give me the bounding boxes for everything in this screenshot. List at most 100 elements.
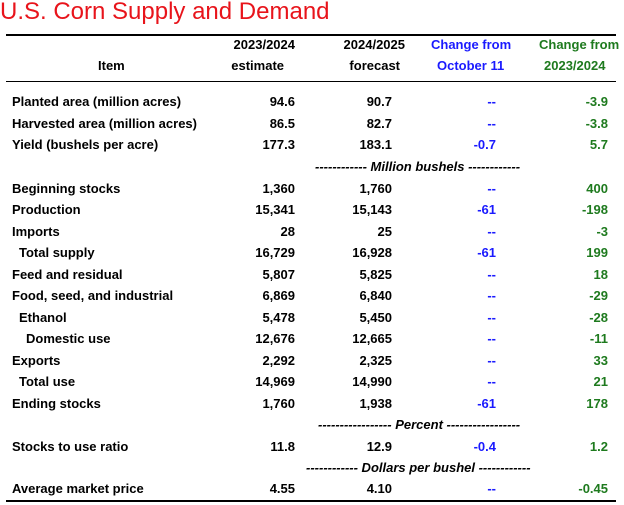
row-change-october: -- bbox=[487, 353, 496, 368]
row-change-october: -61 bbox=[477, 396, 496, 411]
row-value-2024: 82.7 bbox=[366, 116, 392, 131]
row-change-october: -- bbox=[487, 374, 496, 389]
row-item-label: Total supply bbox=[19, 245, 95, 260]
row-change-annual: -198 bbox=[581, 202, 608, 217]
row-item-label: Stocks to use ratio bbox=[12, 439, 129, 454]
row-item-label: Beginning stocks bbox=[12, 181, 121, 196]
row-value-2023: 12,676 bbox=[255, 331, 295, 346]
header-col2-line2: forecast bbox=[349, 58, 400, 73]
row-change-october: -- bbox=[487, 310, 496, 325]
row-value-2024: 90.7 bbox=[366, 94, 392, 109]
row-value-2023: 86.5 bbox=[269, 116, 295, 131]
row-value-2023: 5,478 bbox=[262, 310, 295, 325]
top-rule bbox=[6, 34, 616, 36]
table-row: Production 15,341 15,143 -61 -198 bbox=[0, 202, 624, 222]
row-change-annual: -11 bbox=[589, 331, 608, 346]
table-row: Domestic use 12,676 12,665 -- -11 bbox=[0, 331, 624, 351]
bottom-rule bbox=[6, 500, 616, 502]
row-value-2023: 5,807 bbox=[262, 267, 295, 282]
header-col2-line1: 2024/2025 bbox=[343, 37, 405, 52]
header-rule bbox=[6, 81, 616, 82]
row-change-october: -- bbox=[487, 481, 496, 496]
row-value-2024: 15,143 bbox=[352, 202, 392, 217]
table-row: Harvested area (million acres) 86.5 82.7… bbox=[0, 116, 624, 136]
row-item-label: Feed and residual bbox=[12, 267, 123, 282]
row-change-annual: 21 bbox=[593, 374, 608, 389]
row-change-annual: 178 bbox=[586, 396, 608, 411]
row-value-2024: 1,938 bbox=[359, 396, 392, 411]
table-row: Ending stocks 1,760 1,938 -61 178 bbox=[0, 396, 624, 416]
table-row: Stocks to use ratio 11.8 12.9 -0.4 1.2 bbox=[0, 439, 624, 459]
row-value-2024: 25 bbox=[377, 224, 392, 239]
row-value-2023: 16,729 bbox=[255, 245, 295, 260]
row-change-annual: -3 bbox=[596, 224, 608, 239]
header-col3-line1: Change from bbox=[431, 37, 512, 52]
header-col1-line1: 2023/2024 bbox=[233, 37, 295, 52]
row-item-label: Planted area (million acres) bbox=[12, 94, 182, 109]
row-change-october: -- bbox=[487, 288, 496, 303]
row-value-2023: 4.55 bbox=[269, 481, 295, 496]
row-change-october: -- bbox=[487, 267, 496, 282]
table-row: Ethanol 5,478 5,450 -- -28 bbox=[0, 310, 624, 330]
row-change-annual: 33 bbox=[593, 353, 608, 368]
row-value-2024: 4.10 bbox=[366, 481, 392, 496]
row-value-2023: 1,760 bbox=[262, 396, 295, 411]
table-row: Imports 28 25 -- -3 bbox=[0, 224, 624, 244]
row-change-october: -- bbox=[487, 224, 496, 239]
row-value-2023: 1,360 bbox=[262, 181, 295, 196]
table-row: Planted area (million acres) 94.6 90.7 -… bbox=[0, 94, 624, 114]
table-row: Total supply 16,729 16,928 -61 199 bbox=[0, 245, 624, 265]
row-item-label: Production bbox=[12, 202, 81, 217]
row-change-october: -- bbox=[487, 116, 496, 131]
row-item-label: Exports bbox=[12, 353, 61, 368]
header-col4-line1: Change from bbox=[539, 37, 620, 52]
row-value-2024: 5,825 bbox=[359, 267, 392, 282]
row-value-2023: 28 bbox=[280, 224, 295, 239]
row-item-label: Average market price bbox=[12, 481, 144, 496]
header-col3-line2: October 11 bbox=[437, 58, 505, 73]
row-value-2024: 6,840 bbox=[359, 288, 392, 303]
row-value-2023: 11.8 bbox=[270, 439, 295, 454]
row-change-annual: -28 bbox=[589, 310, 608, 325]
row-change-annual: -3.8 bbox=[585, 116, 608, 131]
row-change-annual: -0.45 bbox=[578, 481, 608, 496]
row-value-2023: 6,869 bbox=[262, 288, 295, 303]
table-row: Food, seed, and industrial 6,869 6,840 -… bbox=[0, 288, 624, 308]
row-change-annual: 5.7 bbox=[589, 137, 608, 152]
row-change-october: -0.4 bbox=[473, 439, 496, 454]
table-row: Yield (bushels per acre) 177.3 183.1 -0.… bbox=[0, 137, 624, 157]
header-col1-line2: estimate bbox=[231, 58, 284, 73]
row-value-2023: 177.3 bbox=[262, 137, 295, 152]
row-change-annual: 1.2 bbox=[589, 439, 608, 454]
row-change-annual: -29 bbox=[589, 288, 608, 303]
row-change-october: -- bbox=[487, 331, 496, 346]
row-change-october: -- bbox=[487, 94, 496, 109]
row-item-label: Imports bbox=[12, 224, 60, 239]
row-value-2023: 14,969 bbox=[255, 374, 295, 389]
row-item-label: Food, seed, and industrial bbox=[12, 288, 174, 303]
row-change-october: -61 bbox=[477, 245, 496, 260]
row-value-2024: 2,325 bbox=[359, 353, 392, 368]
row-value-2024: 1,760 bbox=[359, 181, 392, 196]
row-value-2023: 2,292 bbox=[262, 353, 295, 368]
row-item-label: Ethanol bbox=[19, 310, 67, 325]
table-row: Feed and residual 5,807 5,825 -- 18 bbox=[0, 267, 624, 287]
table-row: Average market price 4.55 4.10 -- -0.45 bbox=[0, 481, 624, 501]
row-item-label: Harvested area (million acres) bbox=[12, 116, 197, 131]
row-value-2024: 14,990 bbox=[352, 374, 392, 389]
row-change-annual: 400 bbox=[586, 181, 608, 196]
row-item-label: Yield (bushels per acre) bbox=[12, 137, 159, 152]
table-row: Total use 14,969 14,990 -- 21 bbox=[0, 374, 624, 394]
row-item-label: Ending stocks bbox=[12, 396, 101, 411]
row-change-october: -- bbox=[487, 181, 496, 196]
row-value-2023: 94.6 bbox=[269, 94, 295, 109]
row-value-2024: 12,665 bbox=[352, 331, 392, 346]
row-change-annual: 199 bbox=[586, 245, 608, 260]
row-value-2023: 15,341 bbox=[255, 202, 295, 217]
row-change-annual: -3.9 bbox=[585, 94, 608, 109]
table-row: Beginning stocks 1,360 1,760 -- 400 bbox=[0, 181, 624, 201]
row-item-label: Domestic use bbox=[26, 331, 111, 346]
table-row: Exports 2,292 2,325 -- 33 bbox=[0, 353, 624, 373]
row-value-2024: 183.1 bbox=[359, 137, 392, 152]
